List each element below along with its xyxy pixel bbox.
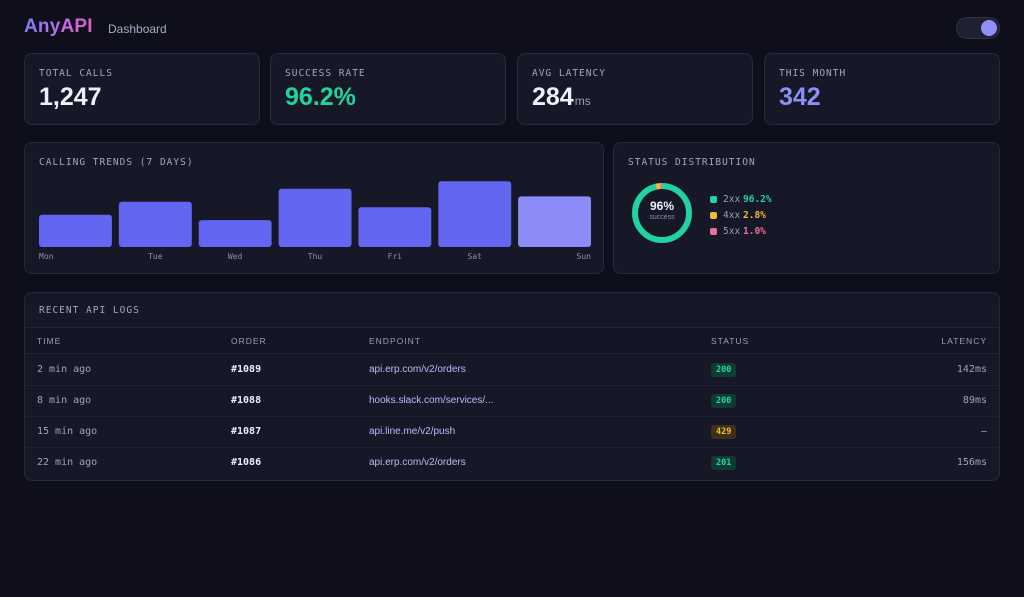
status-badge: 201	[711, 456, 737, 470]
log-endpoint[interactable]: api.erp.com/v2/orders	[369, 457, 466, 468]
stat-label: THIS MONTH	[779, 68, 847, 79]
stat-card-total-calls: TOTAL CALLS 1,247	[24, 53, 260, 125]
log-time: 2 min ago	[37, 364, 92, 375]
log-order[interactable]: #1087	[231, 426, 262, 437]
col-header-order[interactable]: ORDER	[231, 336, 267, 346]
log-endpoint[interactable]: hooks.slack.com/services/...	[369, 395, 494, 406]
stat-value: 96.2%	[285, 83, 356, 111]
stat-value: 284ms	[532, 83, 591, 111]
distribution-title: STATUS DISTRIBUTION	[628, 157, 756, 168]
log-status: 429	[711, 425, 737, 439]
table-row[interactable]: 2 min ago #1089 api.erp.com/v2/orders 20…	[25, 355, 999, 386]
nav-dashboard[interactable]: Dashboard	[108, 22, 167, 36]
log-endpoint[interactable]: api.erp.com/v2/orders	[369, 364, 466, 375]
legend-value: 96.2%	[743, 193, 772, 205]
log-endpoint[interactable]: api.line.me/v2/push	[369, 426, 456, 437]
donut-center: 96% success	[630, 199, 694, 221]
log-status: 201	[711, 456, 737, 470]
legend-swatch	[710, 227, 717, 235]
legend-swatch	[710, 195, 717, 203]
table-header: TIME ORDER ENDPOINT STATUS LATENCY	[25, 327, 999, 354]
donut-chart	[632, 183, 692, 243]
log-latency: 156ms	[956, 457, 987, 468]
logs-title: RECENT API LOGS	[39, 305, 140, 316]
log-latency: 142ms	[956, 364, 987, 375]
log-latency: 89ms	[962, 395, 987, 406]
x-tick-label: Sun	[577, 252, 592, 261]
donut-center-label: success	[649, 214, 675, 221]
stat-label: AVG LATENCY	[532, 68, 606, 79]
stat-value: 1,247	[39, 83, 102, 111]
bar-thu[interactable]	[278, 188, 352, 247]
bar-sat[interactable]	[438, 181, 512, 247]
bar-wed[interactable]	[198, 220, 272, 247]
donut-center-value: 96%	[649, 199, 675, 213]
recent-api-logs-card: RECENT API LOGS TIME ORDER ENDPOINT STAT…	[24, 292, 1000, 481]
table-row[interactable]: 15 min ago #1087 api.line.me/v2/push 429…	[25, 417, 999, 448]
x-tick-label: Wed	[228, 252, 243, 261]
status-legend: 2xx 96.2% 4xx 2.8% 5xx 1.0%	[710, 191, 772, 239]
bar-tue[interactable]	[118, 201, 192, 247]
header: AnyAPI Dashboard	[24, 16, 1000, 42]
x-tick-label: Fri	[388, 252, 403, 261]
stat-unit: ms	[574, 94, 591, 108]
legend-swatch	[710, 211, 717, 219]
stat-label: TOTAL CALLS	[39, 68, 113, 79]
bar-mon[interactable]	[39, 214, 112, 247]
legend-item-2xx: 2xx 96.2%	[710, 191, 772, 207]
legend-code: 5xx	[723, 225, 741, 237]
status-badge: 429	[711, 425, 737, 439]
theme-toggle[interactable]	[956, 17, 1000, 39]
log-time: 15 min ago	[37, 426, 98, 437]
log-latency: —	[980, 426, 987, 437]
stat-card-avg-latency: AVG LATENCY 284ms	[517, 53, 753, 125]
x-tick-label: Sat	[467, 252, 482, 261]
log-status: 200	[711, 394, 737, 408]
x-tick-label: Thu	[308, 252, 323, 261]
log-order[interactable]: #1086	[231, 457, 262, 468]
legend-code: 2xx	[723, 193, 741, 205]
log-order[interactable]: #1088	[231, 395, 262, 406]
log-time: 22 min ago	[37, 457, 98, 468]
stat-card-success-rate: SUCCESS RATE 96.2%	[270, 53, 506, 125]
legend-item-5xx: 5xx 1.0%	[710, 223, 772, 239]
log-order[interactable]: #1089	[231, 364, 262, 375]
status-distribution-card: STATUS DISTRIBUTION 96% success 2xx 96.2…	[613, 142, 1000, 274]
stat-label: SUCCESS RATE	[285, 68, 366, 79]
legend-value: 1.0%	[743, 225, 766, 237]
status-donut: 96% success	[630, 181, 694, 245]
calling-trends-card: CALLING TRENDS (7 DAYS) Mon Tue Wed Thu Fri S…	[24, 142, 604, 274]
trend-bar-chart: Mon Tue Wed Thu Fri Sat Sun	[39, 181, 592, 261]
toggle-knob	[981, 20, 997, 36]
col-header-status[interactable]: STATUS	[711, 336, 750, 346]
col-header-time[interactable]: TIME	[37, 336, 62, 346]
table-row[interactable]: 8 min ago #1088 hooks.slack.com/services…	[25, 386, 999, 417]
col-header-latency[interactable]: LATENCY	[941, 336, 987, 346]
x-tick-label: Tue	[148, 252, 163, 261]
log-status: 200	[711, 363, 737, 377]
chart-title: CALLING TRENDS (7 DAYS)	[39, 157, 194, 168]
x-tick-label: Mon	[39, 252, 54, 261]
log-time: 8 min ago	[37, 395, 92, 406]
col-header-endpoint[interactable]: ENDPOINT	[369, 336, 421, 346]
app-logo[interactable]: AnyAPI	[24, 16, 93, 37]
status-badge: 200	[711, 394, 737, 408]
legend-value: 2.8%	[743, 209, 766, 221]
donut-slice-5xx	[632, 183, 692, 243]
bar-fri[interactable]	[358, 207, 432, 247]
table-row[interactable]: 22 min ago #1086 api.erp.com/v2/orders 2…	[25, 448, 999, 479]
stat-card-this-month: THIS MONTH 342	[764, 53, 1000, 125]
legend-item-4xx: 4xx 2.8%	[710, 207, 772, 223]
legend-code: 4xx	[723, 209, 741, 221]
bar-sun[interactable]	[518, 196, 591, 247]
status-badge: 200	[711, 363, 737, 377]
stat-value: 342	[779, 83, 821, 111]
